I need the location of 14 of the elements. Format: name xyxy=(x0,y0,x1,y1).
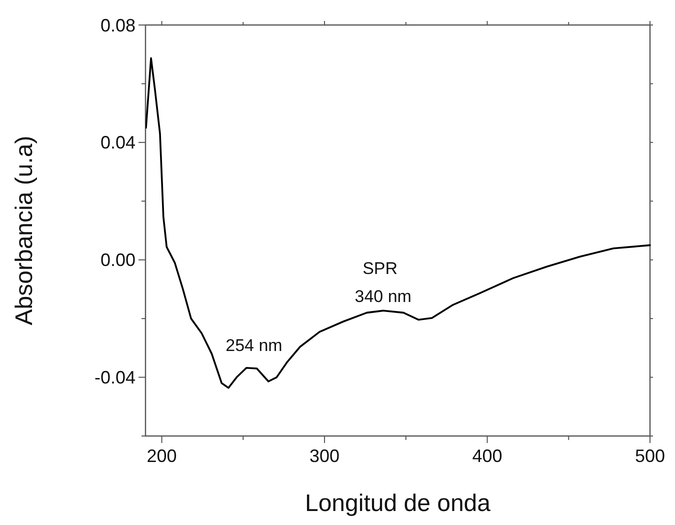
y-tick-label: -0.04 xyxy=(94,368,136,388)
y-tick-label: 0.04 xyxy=(100,132,136,153)
y-tick-label: 0.00 xyxy=(100,250,136,270)
x-tick-label: 200 xyxy=(146,446,177,466)
x-tick-label: 500 xyxy=(634,446,666,466)
annotation: 254 nm xyxy=(226,336,282,356)
y-tick-label: 0.08 xyxy=(100,15,136,36)
x-tick-label: 400 xyxy=(472,446,502,466)
x-tick-label: 300 xyxy=(309,446,340,466)
annotation: SPR xyxy=(362,258,398,278)
x-axis-title: Longitud de onda xyxy=(304,490,492,517)
line-series xyxy=(146,57,651,389)
y-axis-title: Absorbancia (u.a) xyxy=(11,136,38,326)
annotation: 340 nm xyxy=(354,286,412,306)
